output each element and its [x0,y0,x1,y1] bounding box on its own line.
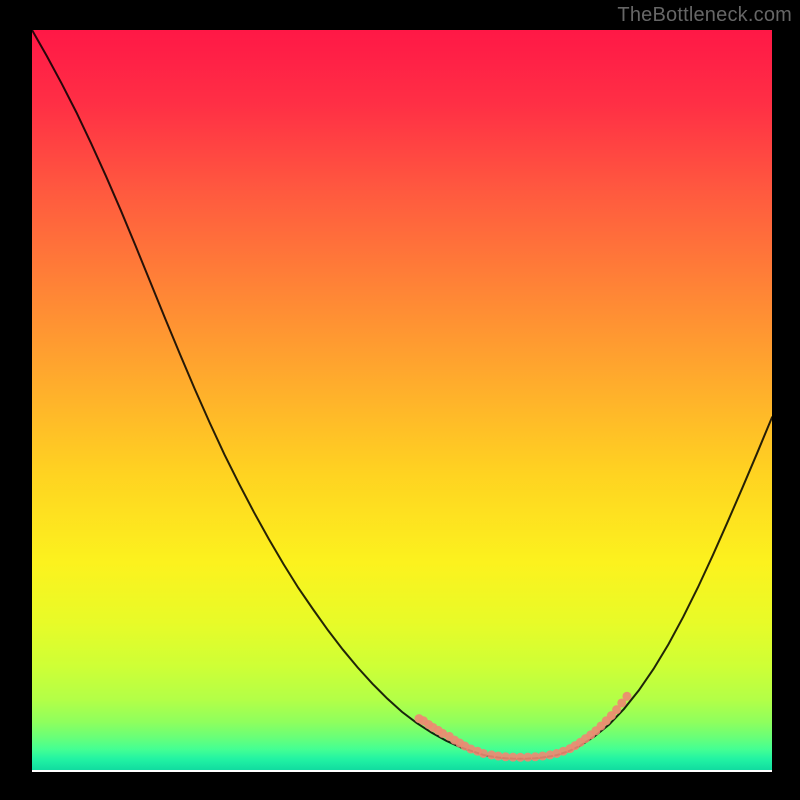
scatter-point [622,692,631,701]
border-right [772,0,800,800]
curve-right [520,417,772,758]
curve-layer [32,30,772,772]
plot-area [32,30,772,772]
curve-left [32,30,520,759]
scatter-point [479,749,488,758]
border-bottom [0,772,800,800]
border-left [0,0,32,800]
chart-frame: TheBottleneck.com [0,0,800,800]
watermark-text: TheBottleneck.com [617,4,792,27]
scatter-overlay [415,692,632,762]
